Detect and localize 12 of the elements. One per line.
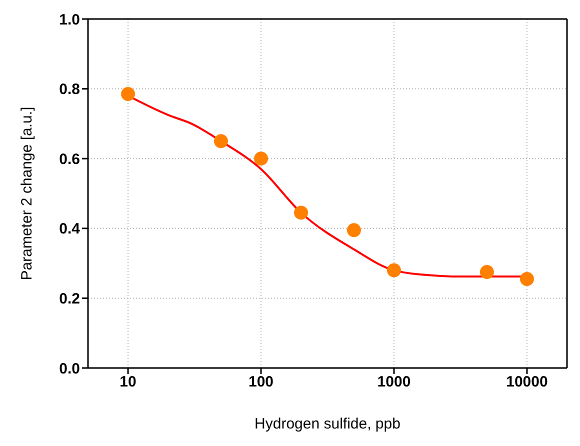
y-tick-label: 1.0 xyxy=(59,11,80,28)
y-tick-label: 0.6 xyxy=(59,150,80,168)
y-tick-label: 0.8 xyxy=(59,81,80,98)
x-axis-title: Hydrogen sulfide, ppb xyxy=(254,416,400,433)
x-tick-label: 10 xyxy=(120,374,136,391)
y-tick-label: 0.2 xyxy=(59,290,80,308)
y-axis-title: Parameter 2 change [a.u.] xyxy=(18,106,36,280)
x-tick-label: 1000 xyxy=(377,374,411,391)
x-tick-label: 100 xyxy=(248,374,274,391)
y-tick-label: 0.4 xyxy=(59,220,81,238)
y-tick-label: 0.0 xyxy=(59,360,80,378)
x-tick-label: 10000 xyxy=(506,374,548,391)
